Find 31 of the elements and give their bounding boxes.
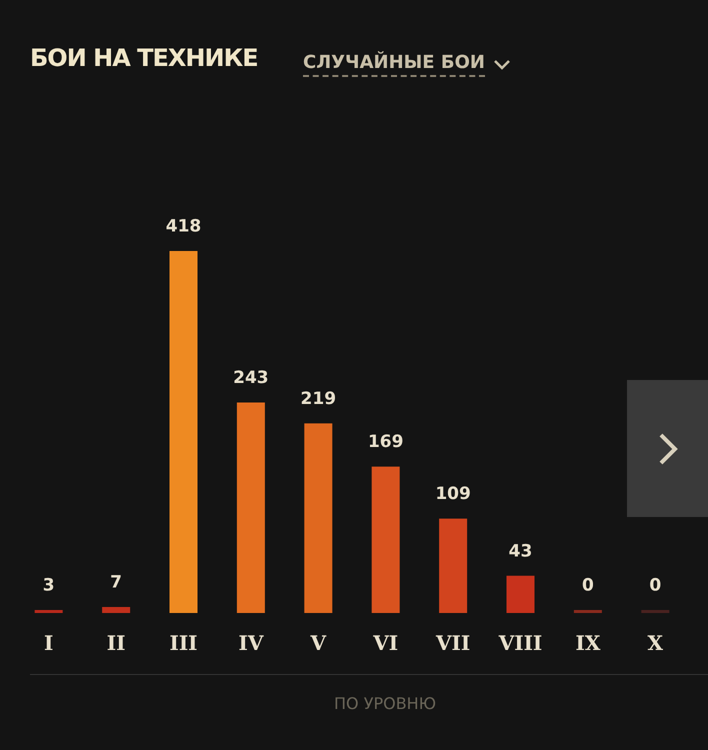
x-tick-label: X: [648, 631, 664, 655]
bar: [439, 518, 468, 613]
text: ПО УРОВНЮ: [333, 694, 437, 713]
x-tick-label: VI: [372, 631, 398, 655]
data-label: 109: [435, 484, 471, 504]
data-label: 0: [582, 576, 594, 596]
bar: [102, 606, 130, 613]
x-tick-label: II: [106, 631, 126, 655]
data-label: 219: [300, 388, 336, 409]
data-label: 3: [42, 576, 55, 596]
x-tick-label: I: [44, 631, 54, 655]
x-tick-label: III: [169, 631, 198, 655]
bar: [506, 576, 534, 613]
data-label: 169: [368, 432, 404, 452]
data-label: 418: [166, 216, 202, 237]
x-tick-label: IV: [238, 631, 264, 655]
bar: [372, 466, 400, 613]
x-tick-label: VII: [434, 631, 470, 655]
chart-title: БОИ НА ТЕХНИКЕ: [30, 44, 258, 72]
chart-subtitle: СЛУЧАЙНЫЕ БОИ: [303, 52, 485, 77]
data-label: 7: [110, 572, 122, 592]
data-label: 243: [233, 368, 269, 388]
x-tick-label: VIII: [498, 631, 542, 655]
bar: [170, 251, 198, 613]
bar: [304, 423, 332, 613]
bar: [34, 610, 63, 613]
x-tick-label: V: [310, 631, 327, 655]
bar: [236, 402, 265, 613]
data-label: 0: [649, 576, 662, 596]
x-tick-label: IX: [575, 631, 601, 655]
data-label: 43: [508, 541, 532, 562]
